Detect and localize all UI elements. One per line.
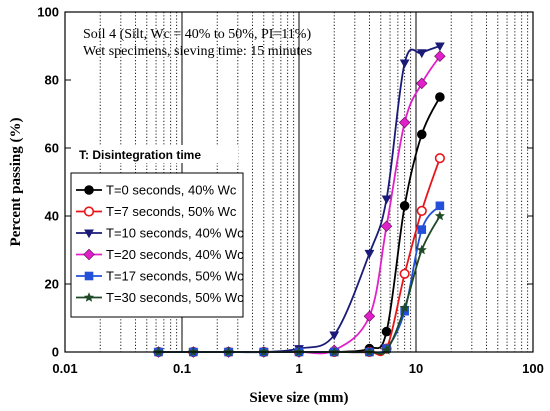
y-tick-label: 60 (45, 141, 59, 156)
x-tick-label: 100 (522, 361, 544, 376)
legend-marker (84, 185, 94, 195)
legend-item: T=0 seconds, 40% Wc (76, 183, 237, 198)
x-tick-label: 0.01 (52, 361, 77, 376)
legend-item: T=30 seconds, 50% Wc (76, 290, 244, 305)
legend-marker (83, 292, 95, 302)
data-point (417, 225, 427, 234)
data-point (364, 249, 375, 259)
data-point (380, 220, 393, 232)
legend-item: T=10 seconds, 40% Wc (76, 226, 244, 241)
data-point (400, 306, 409, 316)
legend-title: T: Disintegration time (79, 148, 201, 162)
data-point (398, 116, 411, 129)
data-point (363, 310, 376, 323)
legend-marker (83, 206, 95, 217)
legend-marker (83, 248, 95, 261)
x-axis-title: Sieve size (mm) (249, 390, 348, 406)
data-point (416, 77, 428, 90)
legend-label: T=0 seconds, 40% Wc (106, 183, 237, 198)
y-tick-label: 20 (45, 277, 59, 292)
y-tick-label: 100 (37, 5, 59, 20)
legend-label: T=7 seconds, 50% Wc (106, 204, 237, 219)
data-point (435, 92, 445, 102)
data-point (416, 205, 427, 216)
data-point (329, 331, 340, 341)
plot-frame (64, 11, 534, 353)
annotation-line-2: Wet specimens, sieving time: 15 minutes (83, 44, 312, 59)
data-point (381, 195, 392, 205)
legend-label: T=20 seconds, 40% Wc (106, 247, 244, 262)
annotation-line-1: Soil 4 (Silt, Wc = 40% to 50%, PI=11%) (83, 27, 311, 42)
x-tick-label: 0.1 (173, 361, 191, 376)
data-point (381, 326, 392, 337)
x-tick-label: 10 (409, 361, 423, 376)
y-tick-label: 0 (52, 345, 59, 360)
axis-ticks: 0 20 40 60 80 100 0.01 0.1 1 10 100 (37, 5, 544, 377)
legend-label: T=17 seconds, 50% Wc (106, 269, 244, 284)
legend: T: Disintegration time T=0 seconds, 40% … (70, 145, 244, 318)
data-point (434, 153, 445, 164)
legend-item: T=20 seconds, 40% Wc (76, 247, 244, 262)
data-point (416, 49, 427, 59)
data-point (399, 268, 410, 279)
data-point (416, 244, 427, 255)
data-point (399, 59, 410, 69)
data-point (434, 210, 445, 221)
y-axis-title: Percent passing (%) (8, 118, 24, 247)
data-point (399, 302, 410, 313)
legend-item: T=17 seconds, 50% Wc (76, 269, 244, 284)
y-tick-label: 80 (45, 73, 59, 88)
y-tick-label: 40 (45, 209, 59, 224)
legend-box (70, 172, 244, 318)
data-point (416, 129, 427, 140)
data-point (399, 201, 410, 211)
x-tick-label: 1 (295, 361, 302, 376)
data-point (434, 50, 446, 62)
legend-marker (84, 229, 94, 239)
legend-marker (84, 271, 94, 281)
data-point (434, 42, 445, 52)
legend-label: T=30 seconds, 50% Wc (106, 290, 244, 305)
legend-label: T=10 seconds, 40% Wc (106, 226, 244, 241)
legend-title-bg (72, 145, 238, 163)
data-point (435, 201, 445, 211)
legend-item: T=7 seconds, 50% Wc (76, 204, 237, 219)
